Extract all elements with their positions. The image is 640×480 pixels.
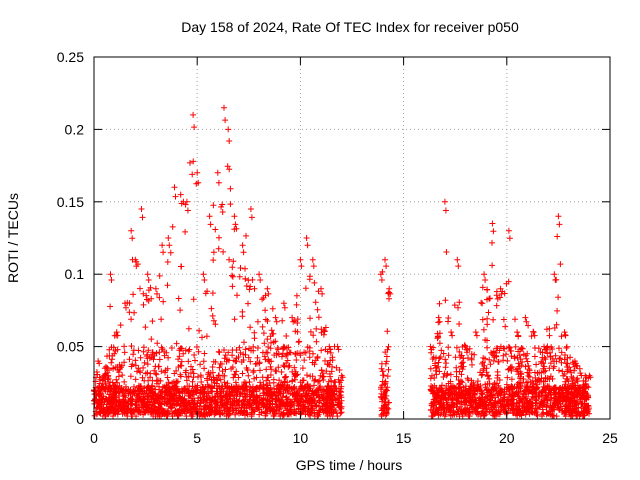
data-points	[91, 104, 594, 420]
roti-points	[91, 104, 594, 420]
x-tick-label: 15	[396, 430, 412, 446]
x-tick-label: 10	[293, 430, 309, 446]
y-tick-label: 0.15	[57, 194, 84, 210]
chart-title: Day 158 of 2024, Rate Of TEC Index for r…	[181, 19, 519, 35]
y-tick-label: 0.1	[65, 266, 85, 282]
x-axis-label: GPS time / hours	[296, 457, 403, 473]
axis-ticks: 0 5 10 15 20 25 0 0.05 0.1 0.15 0.2 0.25	[57, 49, 618, 446]
plot-frame	[93, 56, 611, 420]
x-tick-label: 5	[193, 430, 201, 446]
y-tick-label: 0.25	[57, 49, 84, 65]
x-tick-label: 20	[499, 430, 515, 446]
y-tick-label: 0.05	[57, 339, 84, 355]
y-axis-label: ROTI / TECUs	[5, 193, 21, 283]
y-tick-label: 0.2	[65, 121, 85, 137]
x-tick-label: 25	[602, 430, 618, 446]
grid-lines	[94, 57, 610, 419]
y-tick-label: 0	[76, 411, 84, 427]
x-tick-label: 0	[90, 430, 98, 446]
